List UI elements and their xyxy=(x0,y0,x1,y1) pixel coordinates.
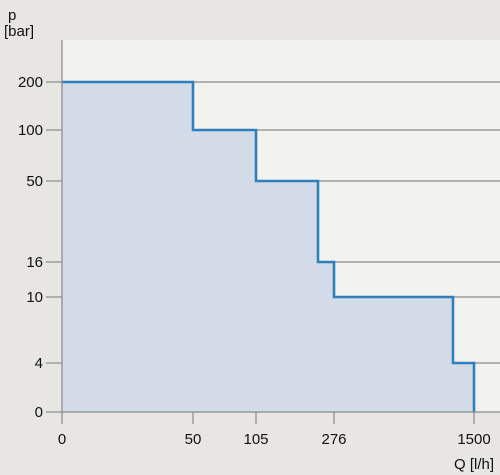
y-tick-label: 16 xyxy=(26,254,43,271)
x-tick-label: 0 xyxy=(58,431,66,448)
y-tick-label: 4 xyxy=(35,355,43,372)
y-tick-label: 200 xyxy=(18,74,43,91)
y-ticks: 200 100 50 16 10 4 0 xyxy=(18,74,62,421)
y-tick-label: 100 xyxy=(18,122,43,139)
x-axis-label: Q [l/h] xyxy=(454,456,494,473)
x-ticks: 0 50 105 276 1500 xyxy=(58,412,491,448)
x-tick-label: 105 xyxy=(243,431,268,448)
y-axis-unit: [bar] xyxy=(4,23,34,40)
y-tick-label: 10 xyxy=(26,289,43,306)
area-fill xyxy=(62,82,474,412)
step-line xyxy=(62,80,476,412)
y-axis-symbol: p xyxy=(8,7,16,24)
x-tick-label: 276 xyxy=(321,431,346,448)
x-tick-label: 1500 xyxy=(457,431,490,448)
y-tick-label: 0 xyxy=(35,404,43,421)
y-tick-label: 50 xyxy=(26,173,43,190)
x-tick-label: 50 xyxy=(185,431,202,448)
